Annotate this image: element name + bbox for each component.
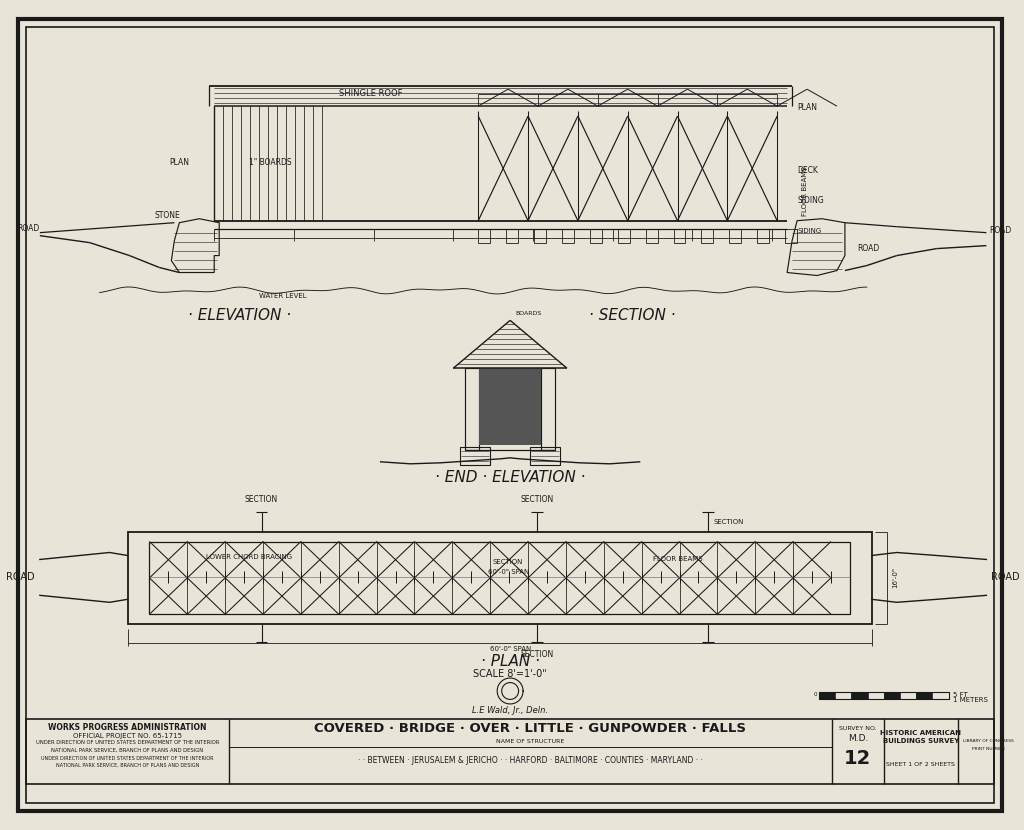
Bar bbox=[757, 229, 769, 242]
Text: · END · ELEVATION ·: · END · ELEVATION · bbox=[435, 471, 586, 486]
Text: SIDING: SIDING bbox=[797, 196, 824, 205]
Text: 16'-0": 16'-0" bbox=[892, 567, 898, 588]
Bar bbox=[646, 229, 657, 242]
Text: SHINGLE ROOF: SHINGLE ROOF bbox=[339, 89, 402, 98]
Text: DECK: DECK bbox=[797, 166, 818, 175]
Text: 12: 12 bbox=[844, 749, 871, 769]
Text: ROAD: ROAD bbox=[17, 224, 40, 233]
Bar bbox=[461, 447, 490, 465]
Bar bbox=[617, 229, 630, 242]
Text: LIBRARY OF CONGRESS: LIBRARY OF CONGRESS bbox=[963, 739, 1014, 743]
Text: ROAD: ROAD bbox=[857, 244, 880, 253]
Text: SURVEY NO.: SURVEY NO. bbox=[839, 726, 877, 731]
Bar bbox=[128, 531, 871, 624]
Text: SHEET 1 OF 2 SHEETS: SHEET 1 OF 2 SHEETS bbox=[886, 762, 955, 767]
Text: FLOOR BEAMS: FLOOR BEAMS bbox=[652, 556, 702, 563]
Text: 1" BOARDS: 1" BOARDS bbox=[249, 159, 292, 168]
Bar bbox=[884, 692, 900, 699]
Text: WORKS PROGRESS ADMINISTRATION: WORKS PROGRESS ADMINISTRATION bbox=[48, 724, 207, 732]
Text: COVERED · BRIDGE · OVER · LITTLE · GUNPOWDER · FALLS: COVERED · BRIDGE · OVER · LITTLE · GUNPO… bbox=[314, 722, 746, 735]
Text: PRINT NUMBER: PRINT NUMBER bbox=[972, 747, 1005, 751]
Bar bbox=[900, 692, 916, 699]
Bar bbox=[479, 369, 541, 445]
Bar bbox=[729, 229, 741, 242]
Text: L.E Wald, Jr., Deln.: L.E Wald, Jr., Deln. bbox=[472, 706, 548, 715]
Text: OFFICIAL PROJECT NO. 65-1715: OFFICIAL PROJECT NO. 65-1715 bbox=[73, 733, 182, 739]
Text: M.D.: M.D. bbox=[848, 735, 868, 744]
Text: · SECTION ·: · SECTION · bbox=[590, 308, 676, 323]
Text: ROAD: ROAD bbox=[6, 573, 35, 583]
Bar bbox=[535, 229, 546, 242]
Bar bbox=[867, 692, 884, 699]
Text: 5 FT: 5 FT bbox=[952, 692, 968, 698]
Text: PLAN: PLAN bbox=[797, 103, 817, 111]
Bar bbox=[819, 692, 836, 699]
Bar bbox=[819, 692, 948, 699]
Text: NATIONAL PARK SERVICE, BRANCH OF PLANS AND DESIGN: NATIONAL PARK SERVICE, BRANCH OF PLANS A… bbox=[51, 747, 204, 752]
Text: 60'-0" SPAN: 60'-0" SPAN bbox=[489, 646, 530, 652]
Bar bbox=[541, 369, 555, 450]
Bar bbox=[150, 541, 850, 614]
Text: BUILDINGS SURVEY: BUILDINGS SURVEY bbox=[883, 738, 958, 744]
Text: · PLAN ·: · PLAN · bbox=[480, 653, 540, 669]
Text: FLOOR BEAMS: FLOOR BEAMS bbox=[802, 166, 808, 216]
Text: SIDING: SIDING bbox=[797, 227, 821, 234]
Text: HISTORIC AMERICAN: HISTORIC AMERICAN bbox=[881, 730, 962, 736]
Text: SECTION: SECTION bbox=[520, 495, 554, 504]
Text: STONE: STONE bbox=[155, 211, 180, 220]
Bar bbox=[506, 229, 518, 242]
Text: UNDER DIRECTION OF UNITED STATES DEPARTMENT OF THE INTERIOR: UNDER DIRECTION OF UNITED STATES DEPARTM… bbox=[36, 740, 219, 745]
Text: SCALE 8'=1'-0": SCALE 8'=1'-0" bbox=[473, 669, 547, 679]
Bar bbox=[590, 229, 602, 242]
Text: · · BETWEEN · JERUSALEM & JERICHO · · HARFORD · BALTIMORE · COUNTIES · MARYLAND : · · BETWEEN · JERUSALEM & JERICHO · · HA… bbox=[357, 756, 702, 765]
Text: NATIONAL PARK SERVICE, BRANCH OF PLANS AND DESIGN: NATIONAL PARK SERVICE, BRANCH OF PLANS A… bbox=[56, 764, 200, 769]
Bar bbox=[851, 692, 867, 699]
Bar bbox=[478, 229, 490, 242]
Text: UNDER DIRECTION OF UNITED STATES DEPARTMENT OF THE INTERIOR: UNDER DIRECTION OF UNITED STATES DEPARTM… bbox=[41, 756, 214, 761]
Bar bbox=[530, 447, 560, 465]
Text: SECTION: SECTION bbox=[520, 650, 554, 659]
Bar bbox=[932, 692, 948, 699]
Text: LOWER CHORD BRACING: LOWER CHORD BRACING bbox=[206, 554, 292, 560]
Bar bbox=[916, 692, 932, 699]
Text: SECTION: SECTION bbox=[245, 495, 279, 504]
Text: ROAD: ROAD bbox=[991, 573, 1020, 583]
Text: ROAD: ROAD bbox=[989, 226, 1012, 235]
Bar bbox=[562, 229, 573, 242]
Bar bbox=[465, 369, 479, 450]
Text: 60'-0" SPAN: 60'-0" SPAN bbox=[487, 569, 528, 575]
Bar bbox=[701, 229, 714, 242]
Text: 1 METERS: 1 METERS bbox=[952, 697, 987, 703]
Text: · ELEVATION ·: · ELEVATION · bbox=[187, 308, 291, 323]
Text: SECTION: SECTION bbox=[493, 559, 523, 565]
Text: 0: 0 bbox=[813, 692, 817, 697]
Text: PLAN: PLAN bbox=[169, 159, 189, 168]
Bar bbox=[836, 692, 851, 699]
Bar bbox=[674, 229, 685, 242]
Text: SECTION: SECTION bbox=[713, 519, 743, 525]
Text: WATER LEVEL: WATER LEVEL bbox=[259, 294, 306, 300]
Text: NAME OF STRUCTURE: NAME OF STRUCTURE bbox=[496, 739, 564, 744]
Bar bbox=[785, 229, 797, 242]
Text: BOARDS: BOARDS bbox=[515, 311, 542, 316]
Bar bbox=[26, 719, 994, 784]
